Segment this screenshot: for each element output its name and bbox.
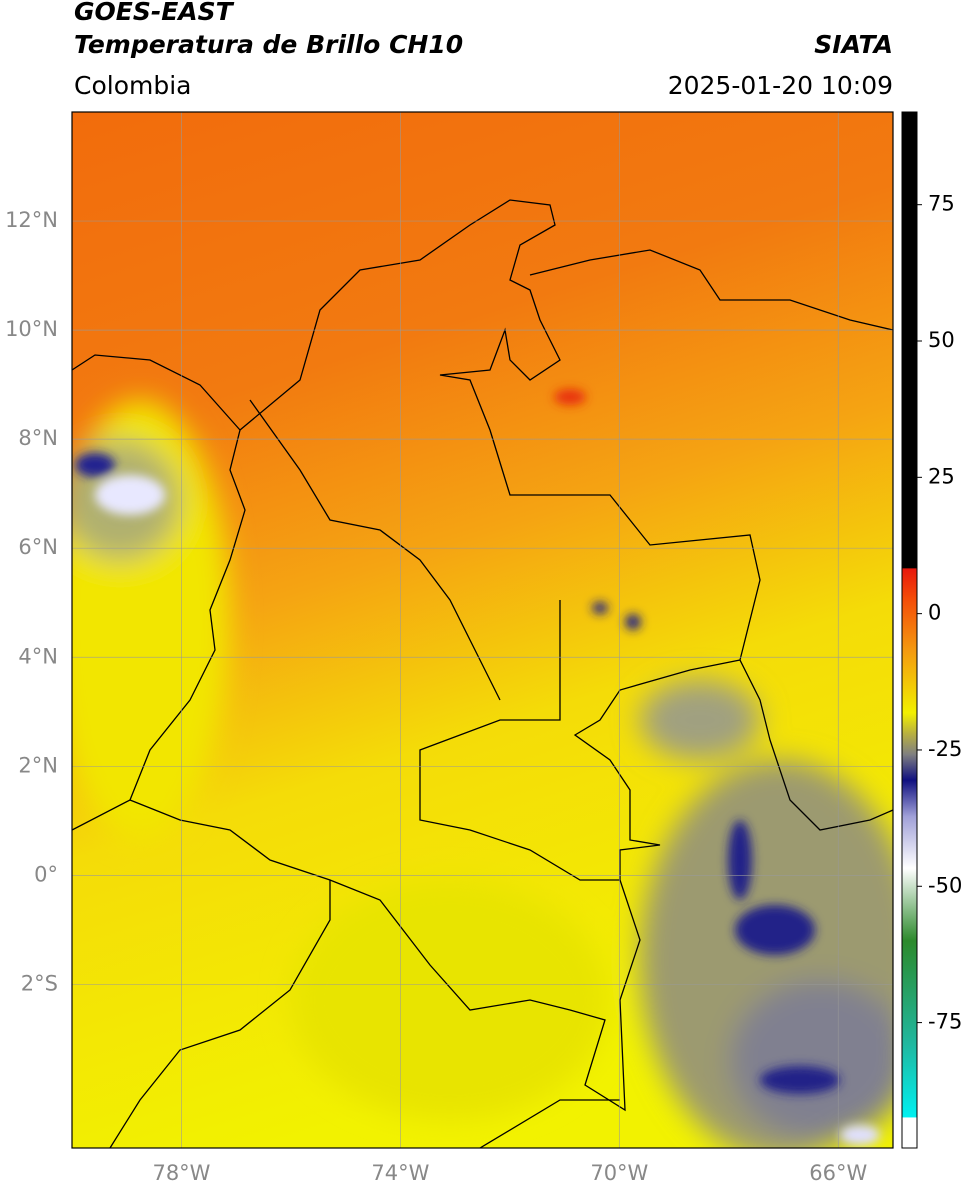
colorbar-tick-label: 50 — [928, 328, 955, 352]
datetime: 2025-01-20 10:09 — [668, 71, 893, 100]
lon-tick-label: 78°W — [152, 1161, 210, 1185]
boundaries — [72, 199, 893, 1148]
lat-tick-label: 6°N — [18, 535, 58, 559]
satellite-image — [72, 112, 893, 1148]
lat-tick-label: 2°N — [18, 753, 58, 777]
lat-tick-label: 2°S — [21, 971, 58, 995]
colorbar-tick-label: 25 — [928, 464, 955, 488]
lat-tick-label: 0° — [34, 862, 58, 886]
source: SIATA — [814, 30, 893, 59]
lon-tick-label: 74°W — [371, 1161, 429, 1185]
colorbar-tick-label: -75 — [928, 1010, 962, 1034]
lat-tick-label: 10°N — [5, 317, 58, 341]
labels: 78°W 74°W 70°W 66°W 12°N 10°N 8°N 6°N 4°N 2°N 0° 2°… — [5, 192, 962, 1185]
lat-tick-label: 4°N — [18, 644, 58, 668]
colorbar-tick-label: -25 — [928, 737, 962, 761]
lat-tick-label: 12°N — [5, 208, 58, 232]
grid — [72, 112, 893, 1148]
colorbar — [901, 111, 918, 1149]
subtitle: Temperatura de Brillo CH10 — [74, 30, 463, 59]
lon-tick-label: 66°W — [809, 1161, 867, 1185]
colorbar-tick-label: 0 — [928, 601, 941, 625]
lat-tick-label: 8°N — [18, 426, 58, 450]
map-frame — [71, 111, 894, 1149]
region: Colombia — [74, 71, 191, 100]
title: GOES-EAST — [74, 0, 235, 26]
colorbar-tick-label: 75 — [928, 192, 955, 216]
colorbar-tick-label: -50 — [928, 873, 962, 897]
lon-tick-label: 70°W — [590, 1161, 648, 1185]
